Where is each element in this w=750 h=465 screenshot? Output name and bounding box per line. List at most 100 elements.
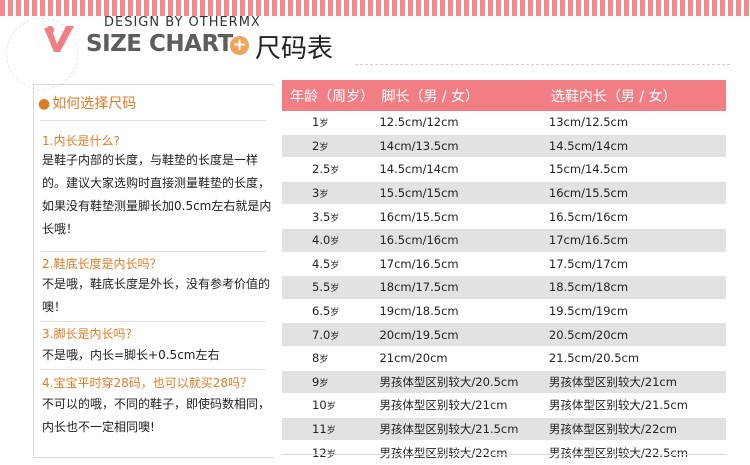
table-row: 4.0岁 16.5cm/16cm 17cm/16.5cm <box>282 228 726 253</box>
age-unit: 岁 <box>330 166 340 177</box>
foot-length-cell: 14cm/13.5cm <box>379 134 549 159</box>
table-row: 5.5岁 18cm/17.5cm 18.5cm/18cm <box>282 275 726 300</box>
foot-length-cell: 19cm/18.5cm <box>379 299 549 324</box>
divider <box>40 321 266 322</box>
foot-length-cell: 16.5cm/16cm <box>379 228 549 253</box>
age-unit: 岁 <box>330 260 340 271</box>
age-cell: 7.0岁 <box>282 322 380 347</box>
table-row: 4.5岁 17cm/16.5cm 17.5cm/17cm <box>282 252 726 277</box>
inner-length-cell: 19.5cm/19cm <box>548 299 726 324</box>
age-unit: 岁 <box>326 402 336 413</box>
inner-length-cell: 16.5cm/16cm <box>548 204 726 229</box>
divider <box>40 251 266 252</box>
foot-length-cell: 12.5cm/12cm <box>379 111 549 135</box>
table-row: 2岁 14cm/13.5cm 14.5cm/14cm <box>282 134 726 159</box>
table-row: 7.0岁 20cm/19.5cm 20.5cm/20cm <box>282 322 726 347</box>
inner-length-cell: 17.5cm/17cm <box>548 252 726 277</box>
age-cell: 2岁 <box>282 134 380 159</box>
age-value: 3.5 <box>312 209 331 224</box>
age-value: 8 <box>312 351 320 366</box>
guide-heading: ● 如何选择尺码 <box>38 93 136 113</box>
age-unit: 岁 <box>319 190 329 201</box>
inner-length-cell: 男孩体型区别较大/21cm <box>548 370 726 395</box>
bullet-icon: ● <box>38 96 51 112</box>
table-row: 9岁 男孩体型区别较大/20.5cm 男孩体型区别较大/21cm <box>282 370 726 395</box>
header-divider <box>355 64 730 65</box>
age-value: 12 <box>312 445 327 460</box>
inner-length-cell: 男孩体型区别较大/21.5cm <box>548 393 726 418</box>
heart-v-icon <box>44 26 74 52</box>
answer-4: 不可以的哦，不同的鞋子，即使码数相同，内长也不一定相同噢! <box>42 397 271 434</box>
question-1: 1.内长是什么? <box>42 134 120 148</box>
answer-1: 是鞋子内部的长度，与鞋垫的长度是一样的。建议大家选购时直接测量鞋垫的长度，如果没… <box>42 153 272 236</box>
age-unit: 岁 <box>330 308 340 319</box>
age-unit: 岁 <box>319 142 329 153</box>
age-cell: 4.0岁 <box>282 228 380 253</box>
inner-length-cell: 15cm/14.5cm <box>548 157 726 182</box>
question-2: 2.鞋底长度是内长吗？ <box>42 257 162 271</box>
age-cell: 11岁 <box>282 417 380 442</box>
guide-heading-text: 如何选择尺码 <box>52 96 137 112</box>
header-age: 年龄（周岁） <box>282 80 380 111</box>
table-row: 10岁 男孩体型区别较大/21cm 男孩体型区别较大/21.5cm <box>282 393 726 418</box>
table-row: 6.5岁 19cm/18.5cm 19.5cm/19cm <box>282 299 726 324</box>
foot-length-cell: 男孩体型区别较大/21.5cm <box>379 417 549 442</box>
table-row: 8岁 21cm/20cm 21.5cm/20.5cm <box>282 346 726 371</box>
divider <box>40 369 266 370</box>
foot-length-cell: 17cm/16.5cm <box>379 252 549 277</box>
age-unit: 岁 <box>326 426 336 437</box>
age-unit: 岁 <box>330 213 340 224</box>
inner-length-cell: 20.5cm/20cm <box>548 322 726 347</box>
foot-length-cell: 16cm/15.5cm <box>379 204 549 229</box>
foot-length-cell: 14.5cm/14cm <box>379 157 549 182</box>
age-cell: 8岁 <box>282 346 380 371</box>
table-bottom-border <box>282 454 726 455</box>
question-3: 3.脚长是内长吗？ <box>42 327 138 341</box>
age-unit: 岁 <box>319 355 329 366</box>
age-unit: 岁 <box>330 284 340 295</box>
foot-length-cell: 男孩体型区别较大/22cm <box>379 440 549 465</box>
divider <box>40 120 266 121</box>
age-cell: 10岁 <box>282 393 380 418</box>
age-value: 6.5 <box>312 304 331 319</box>
foot-length-cell: 20cm/19.5cm <box>379 322 549 347</box>
table-row: 2.5岁 14.5cm/14cm 15cm/14.5cm <box>282 157 726 182</box>
size-chart-title-cn: 尺码表 <box>255 34 334 64</box>
table-row: 1岁 12.5cm/12cm 13cm/12.5cm <box>282 111 726 135</box>
age-value: 4.5 <box>312 256 331 271</box>
inner-length-cell: 13cm/12.5cm <box>548 111 726 135</box>
header-inner-length: 选鞋内长（男 / 女） <box>548 80 726 111</box>
age-unit: 岁 <box>330 237 340 248</box>
age-cell: 3.5岁 <box>282 204 380 229</box>
foot-length-cell: 21cm/20cm <box>379 346 549 371</box>
age-value: 9 <box>312 374 320 389</box>
foot-length-cell: 男孩体型区别较大/21cm <box>379 393 549 418</box>
foot-length-cell: 18cm/17.5cm <box>379 275 549 300</box>
header-foot-length: 脚长（男 / 女） <box>379 80 549 111</box>
plus-icon: + <box>230 36 249 55</box>
size-chart-title: SIZE CHART <box>86 31 233 57</box>
decorative-circle <box>6 18 78 90</box>
table-row: 12岁 男孩体型区别较大/22cm 男孩体型区别较大/22.5cm <box>282 440 726 465</box>
age-unit: 岁 <box>319 378 329 389</box>
age-value: 3 <box>312 186 320 201</box>
age-cell: 5.5岁 <box>282 275 380 300</box>
inner-length-cell: 男孩体型区别较大/22.5cm <box>548 440 726 465</box>
age-cell: 4.5岁 <box>282 252 380 277</box>
table-row: 3.5岁 16cm/15.5cm 16.5cm/16cm <box>282 204 726 229</box>
age-cell: 12岁 <box>282 440 380 465</box>
inner-length-cell: 16cm/15.5cm <box>548 181 726 206</box>
inner-length-cell: 18.5cm/18cm <box>548 275 726 300</box>
size-table: 年龄（周岁） 脚长（男 / 女） 选鞋内长（男 / 女） 1 岁 12.5cm/12… <box>282 80 726 465</box>
age-value: 1 <box>312 115 320 130</box>
foot-length-cell: 15.5cm/15cm <box>379 181 549 206</box>
age-value: 7.0 <box>312 327 331 342</box>
age-value: 10 <box>312 398 327 413</box>
age-value: 4.0 <box>312 233 331 248</box>
inner-length-cell: 男孩体型区别较大/22cm <box>548 417 726 442</box>
age-value: 11 <box>312 422 327 437</box>
inner-length-cell: 21.5cm/20.5cm <box>548 346 726 371</box>
age-cell: 2.5岁 <box>282 157 380 182</box>
age-unit: 岁 <box>330 331 340 342</box>
answer-2: 不是哦，鞋底长度是外长，没有参考价值的噢！ <box>42 277 271 314</box>
